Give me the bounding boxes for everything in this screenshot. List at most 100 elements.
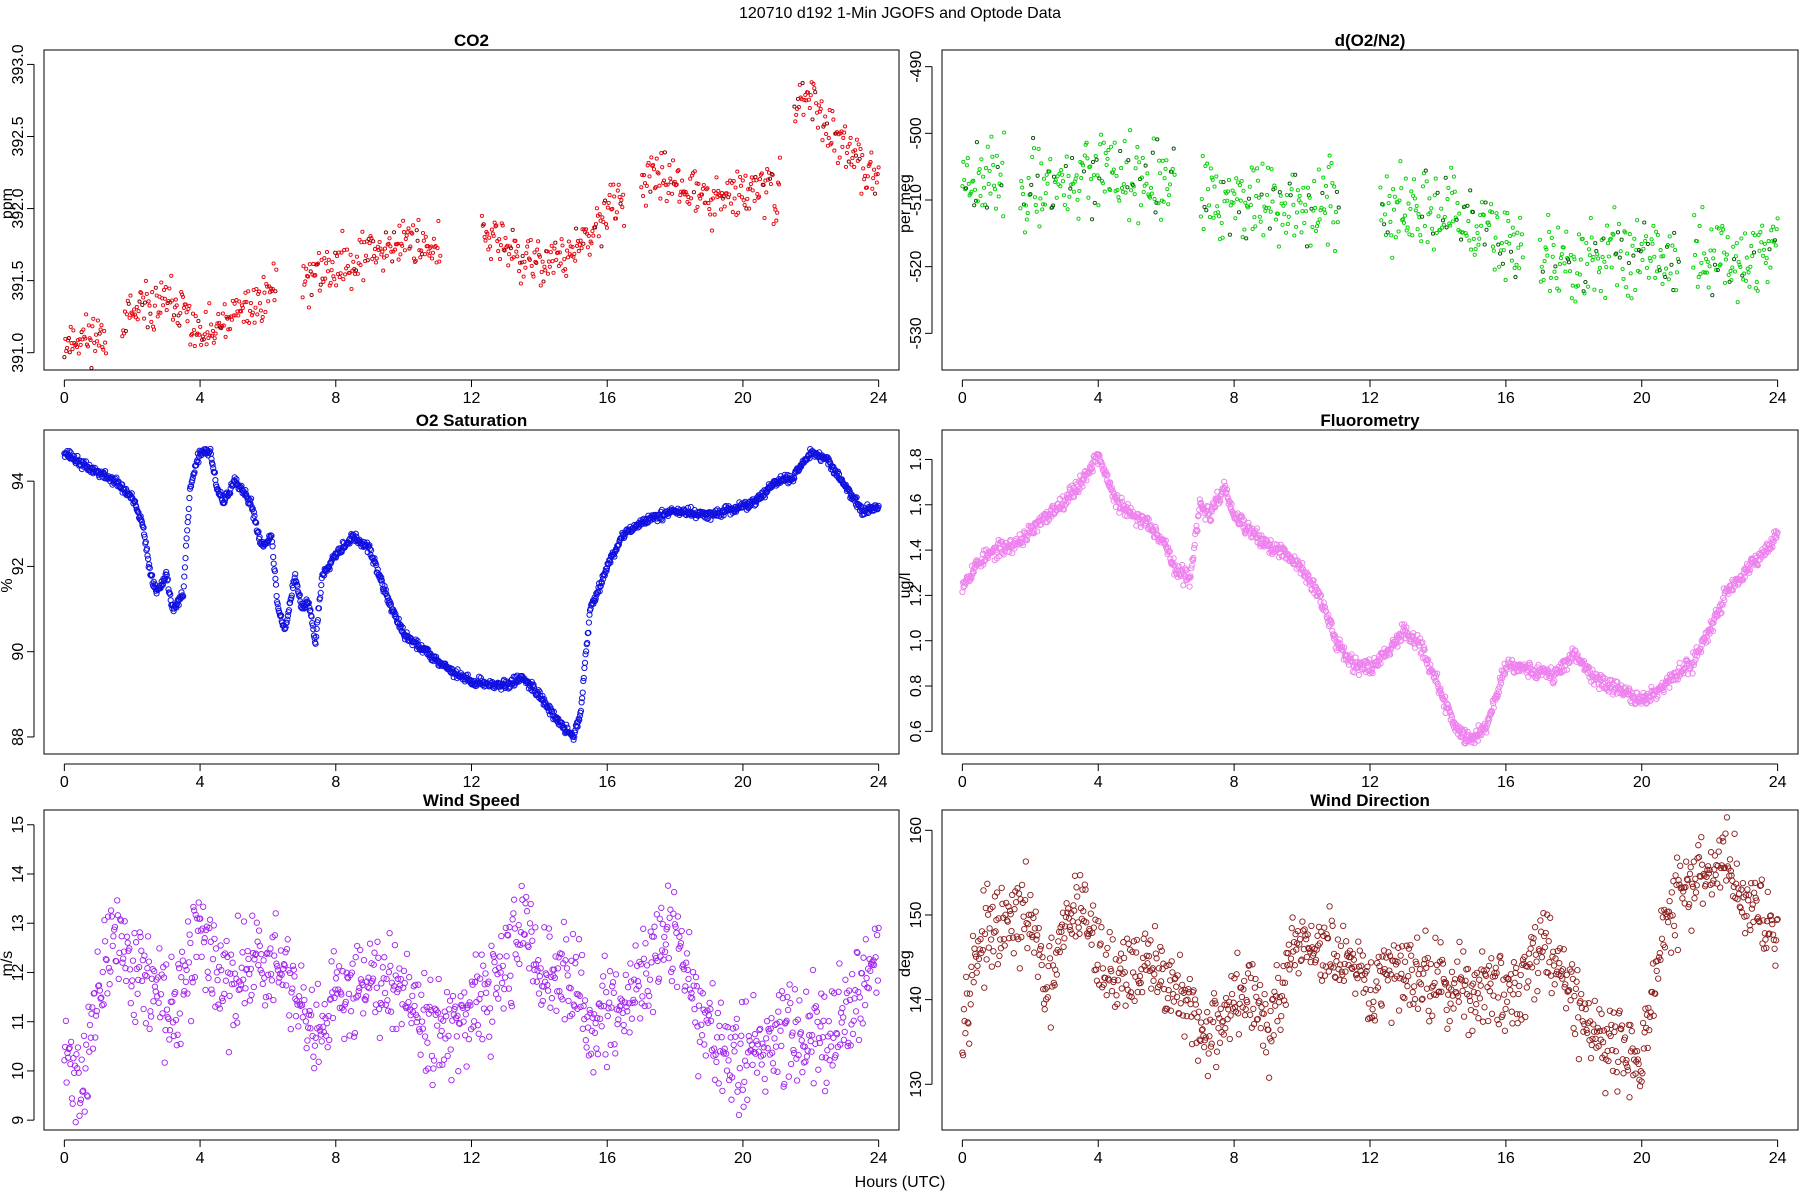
data-point [1097,176,1102,181]
data-point [1118,148,1123,154]
data-point [679,189,684,194]
data-point [202,332,207,337]
data-point [147,1013,155,1020]
data-point [388,244,393,249]
data-point [1167,182,1173,187]
data-point [728,201,734,206]
data-point [486,247,491,252]
data-point [1397,198,1402,203]
data-point [1752,233,1757,238]
data-point [1668,271,1673,276]
data-point [1089,468,1096,475]
data-point [231,313,236,318]
x-tick-label: 4 [1094,390,1103,407]
data-point [1450,219,1456,224]
data-point [1586,247,1592,252]
data-point [546,259,551,264]
data-point [163,1006,171,1013]
data-point [1649,237,1654,242]
data-point [185,505,192,512]
data-point [864,185,869,190]
data-point [1180,582,1187,589]
data-point [1083,142,1088,147]
data-point [191,469,198,476]
data-point [332,975,340,982]
data-point [1496,242,1501,247]
y-tick-label: 1.2 [908,584,925,606]
data-point [1591,254,1596,260]
data-point [170,317,176,322]
data-point [249,912,256,919]
data-point [1255,166,1260,171]
data-point [146,561,153,568]
data-point [275,605,282,612]
data-point [607,193,612,198]
data-point [1603,295,1608,300]
data-point [538,283,543,288]
data-point [142,300,148,305]
data-point [1200,154,1205,159]
data-point [1138,203,1144,208]
data-point [149,572,156,579]
data-point [349,960,356,967]
data-point [1658,248,1663,253]
data-point [517,269,522,274]
data-point [555,715,562,722]
data-point [142,316,147,321]
data-point [1650,241,1655,246]
data-point [305,274,311,279]
data-point [1734,241,1739,246]
data-point [767,176,773,181]
data-point [1253,224,1258,229]
data-point [1166,548,1173,555]
data-point [230,298,235,303]
data-point [146,565,153,572]
data-point [101,347,106,352]
data-point [1073,176,1078,181]
data-point [1604,264,1609,270]
x-tick-label: 0 [958,390,967,407]
data-point [1151,136,1156,141]
data-point [1562,261,1567,266]
data-point [1036,146,1041,151]
data-point [545,271,551,276]
data-point [566,239,571,244]
data-point [1468,188,1473,193]
data-point [285,607,293,614]
data-point [70,347,75,352]
data-point [143,973,150,980]
y-axis-label: % [0,578,16,592]
data-point [1490,244,1495,249]
data-point [1139,175,1144,180]
data-point [1082,153,1087,158]
data-point [300,295,305,300]
data-point [180,583,187,590]
data-point [1766,239,1771,244]
data-point [815,125,821,130]
data-point [1067,194,1072,199]
data-point [1726,272,1731,277]
data-point [489,227,494,232]
data-point [1419,239,1424,244]
data-point [1418,233,1423,238]
data-point [1388,219,1393,224]
data-point [757,194,762,199]
data-point [347,270,352,275]
data-point [315,261,321,266]
data-point [248,495,255,502]
data-point [214,976,221,984]
data-point [208,455,215,462]
data-point [1537,237,1543,242]
data-point [1652,254,1657,259]
data-point [306,305,311,310]
data-point [124,312,129,317]
data-point [192,344,197,349]
data-point [1657,268,1662,273]
data-point [1075,197,1080,202]
data-point [1311,208,1316,213]
data-point [288,592,295,599]
data-point [1635,218,1640,223]
data-point [132,307,137,312]
data-point [1459,237,1464,242]
data-point [1163,166,1168,171]
